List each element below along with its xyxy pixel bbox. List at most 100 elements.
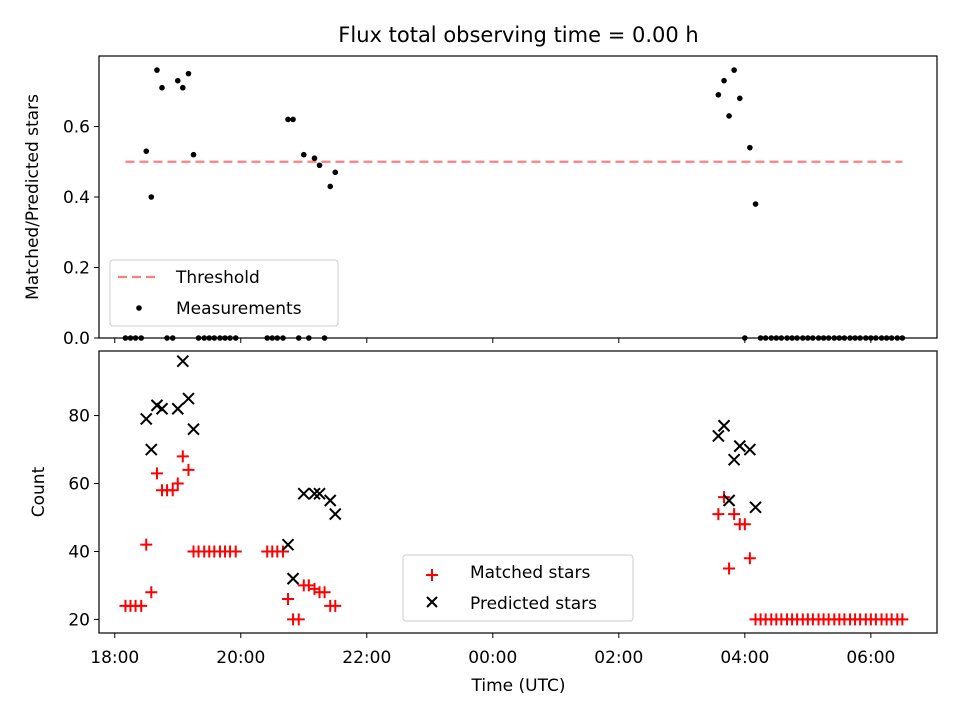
measurement-point [159,84,165,91]
predicted-stars-point [329,507,342,521]
chart-title: Flux total observing time = 0.00 h [338,23,698,47]
matched-stars-point [329,599,342,612]
measurement-point [143,148,150,154]
measurement-point [731,67,737,73]
predicted-stars-point [155,402,169,415]
measurement-point [174,77,181,84]
predicted-stars-point [281,538,295,551]
predicted-stars-point [308,487,321,500]
predicted-stars-point [324,494,337,507]
measurement-point [290,116,296,123]
measurement-point [726,113,732,119]
measurement-point [715,91,722,98]
measurement-point [327,183,334,190]
matched-stars-point [145,586,158,599]
x-tick-label: 22:00 [342,648,391,668]
matched-stars-point [171,477,184,490]
predicted-stars-point [717,419,731,432]
y-tick-label: 0.2 [63,259,90,279]
measurement-point [752,201,759,207]
measurement-point [332,169,339,176]
top-panel-y-axis-label: Matched/Predicted stars [23,94,43,300]
y-tick-label: 0.4 [63,188,90,208]
y-tick-label: 40 [68,542,90,562]
y-tick-label: 60 [68,475,90,495]
measurements-legend-label: Measurements [176,299,302,319]
top-panel: 0.0 0.2 0.4 0.6 Matched/Predicted stars Thr… [23,55,938,349]
matched-stars-point [896,613,909,626]
matched-stars-point [292,613,305,626]
y-tick-label: 0.0 [63,329,90,349]
matched-stars-point [135,599,148,612]
x-tick-label: 06:00 [846,648,895,668]
predicted-stars-point [749,501,762,514]
matched-stars-point [140,538,153,551]
matched-stars-point [318,586,331,599]
predicted-stars-point [722,494,736,507]
top-panel-y-ticks: 0.0 0.2 0.4 0.6 [63,118,99,349]
predicted-stars-point [182,392,195,405]
measurement-point [148,194,155,200]
matched-stars-legend-swatch [426,569,438,581]
bottom-panel-frame [98,350,938,634]
predicted-stars-point [313,487,326,500]
measurement-point [185,70,192,77]
matched-stars-point [712,508,725,521]
measurement-point [311,155,318,162]
x-tick-label: 04:00 [720,648,769,668]
measurements-legend-swatch [136,305,142,311]
x-tick-label: 02:00 [594,648,643,668]
top-panel-legend: Threshold Measurements [109,259,339,327]
y-tick-label: 0.6 [63,118,90,138]
matched-stars-point [166,484,179,497]
measurement-point [180,84,186,91]
measurement-point [736,95,743,102]
predicted-stars-point [140,412,153,426]
bottom-panel-legend: Matched stars Predicted stars [402,554,634,622]
y-tick-label: 20 [68,610,90,630]
matched-stars-point [182,463,195,476]
predicted-stars-point [187,422,200,436]
predicted-stars-legend-swatch [426,596,438,608]
bottom-panel-x-ticks: 18:00 20:00 22:00 00:00 02:00 04:00 06:00 [90,633,895,668]
predicted-stars-point [286,572,300,585]
measurement-point [747,144,753,151]
measurement-point [721,77,727,84]
predicted-stars-point [297,487,310,500]
measurement-point [316,162,323,169]
predicted-stars-point [733,439,746,453]
predicted-stars-point [176,354,190,368]
x-axis-label: Time (UTC) [471,676,566,696]
measurement-point [285,116,291,123]
bottom-panel: 20 40 60 80 18:00 20:00 22:00 00:00 02:00 04:00 0… [29,350,938,696]
predicted-stars-point [727,453,741,466]
matched-stars-legend-label: Matched stars [470,563,590,583]
bottom-panel-y-axis-label: Count [29,466,49,517]
matched-stars-point [229,545,242,558]
matched-stars-point [276,545,289,558]
matched-stars-point [723,562,736,575]
bottom-panel-marks [119,354,909,626]
matched-stars-point [718,491,731,504]
measurement-point [300,151,307,158]
measurement-point [154,67,160,73]
matched-stars-point [282,593,295,606]
matched-stars-point [728,508,741,521]
top-legend-box [109,259,339,327]
matched-stars-point [743,552,756,565]
predicted-stars-legend-label: Predicted stars [470,594,597,614]
matched-stars-point [176,450,189,463]
x-tick-label: 20:00 [216,648,265,668]
measurement-point [190,151,197,158]
predicted-stars-point [145,443,158,456]
matched-stars-point [150,467,163,480]
bottom-legend-box [402,554,634,622]
x-tick-label: 18:00 [90,648,139,668]
predicted-stars-point [171,402,184,415]
y-tick-label: 80 [68,407,90,427]
matched-stars-point [738,518,751,531]
top-panel-x-ticks [114,338,872,343]
predicted-stars-point [743,443,757,456]
x-tick-label: 00:00 [468,648,517,668]
